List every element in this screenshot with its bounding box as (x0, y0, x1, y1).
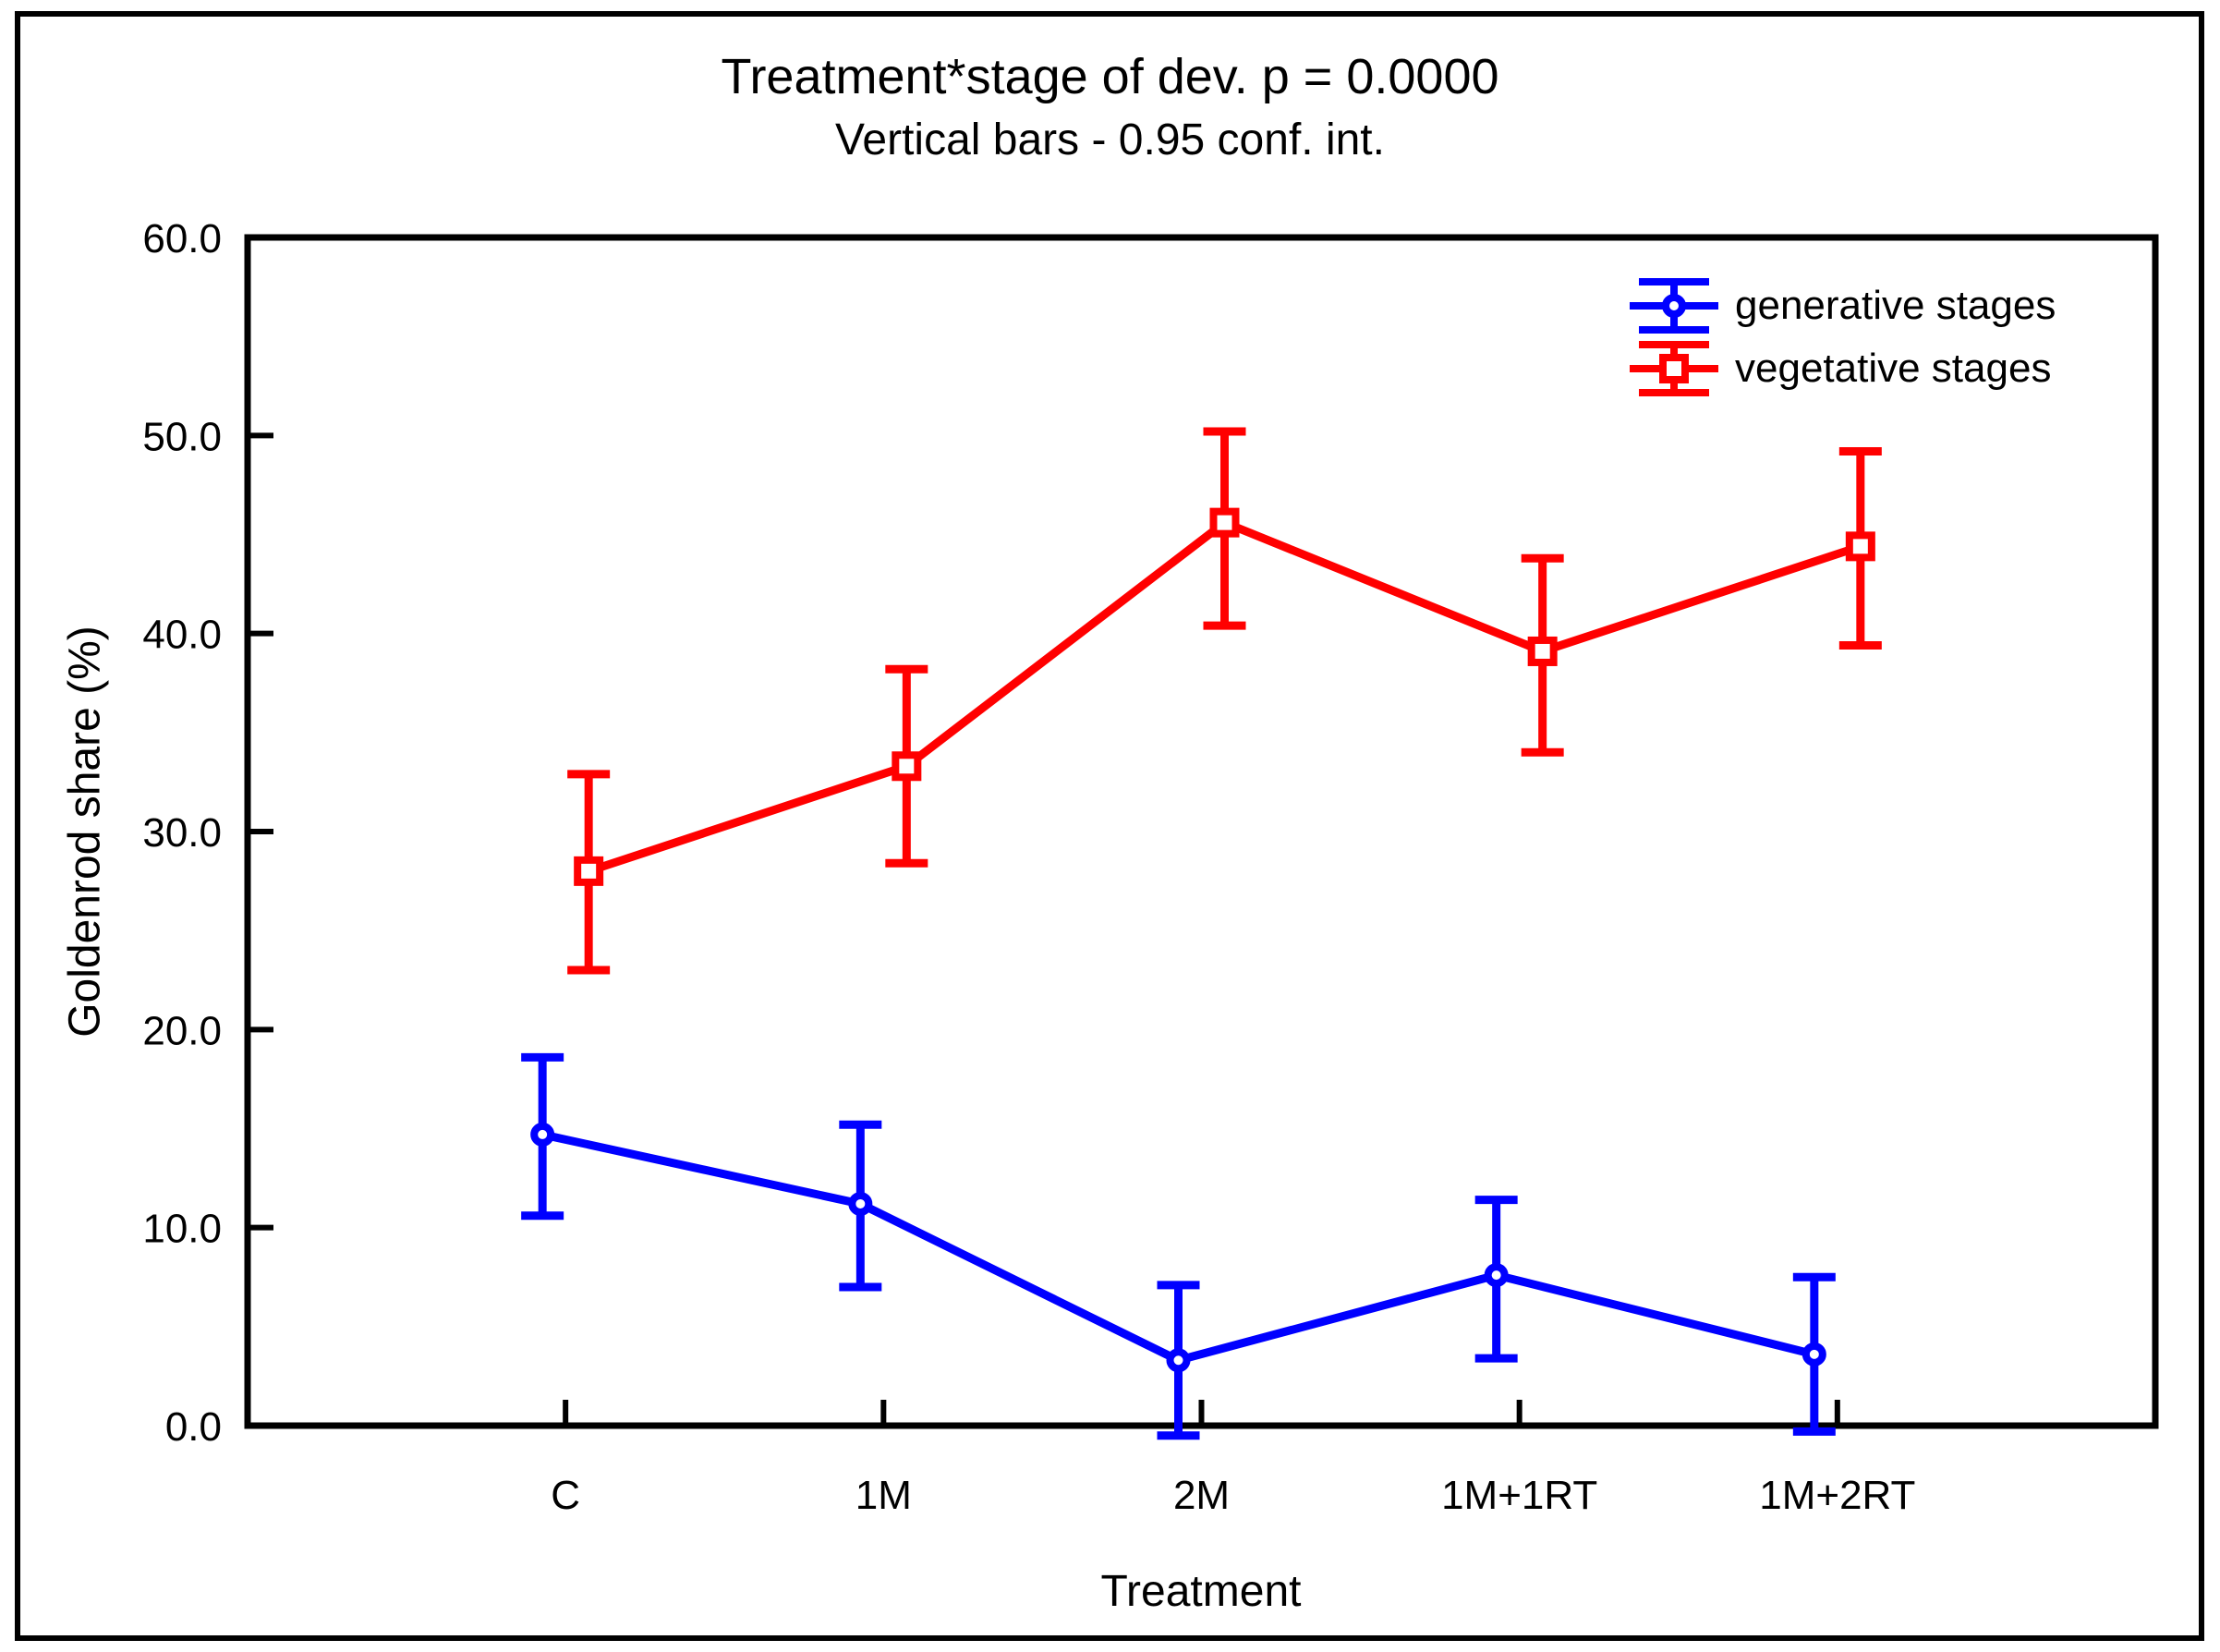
legend: generative stages vegetative stages (1630, 275, 2056, 399)
legend-row-generative: generative stages (1630, 275, 2056, 336)
marker-circle (1166, 1348, 1191, 1373)
marker-circle (848, 1191, 873, 1216)
y-tick-label: 20.0 (142, 1008, 222, 1053)
x-tick-label: 1M (855, 1473, 912, 1518)
x-tick-label: 1M+1RT (1441, 1473, 1597, 1518)
y-tick-label: 60.0 (142, 216, 222, 261)
marker-circle (1801, 1342, 1826, 1367)
marker-square (1209, 507, 1240, 538)
marker-circle (530, 1122, 555, 1147)
y-tick-label: 10.0 (142, 1207, 222, 1252)
plot-border (244, 234, 2159, 1429)
chart-subtitle: Vertical bars - 0.95 conf. int. (835, 115, 1385, 164)
marker-square (1845, 531, 1875, 562)
generative-series-symbol-icon (1630, 278, 1718, 334)
vegetative-series-symbol-icon (1630, 341, 1718, 396)
marker-circle (1484, 1263, 1509, 1288)
legend-label-vegetative: vegetative stages (1735, 346, 2052, 391)
marker-square (1527, 636, 1558, 666)
legend-label-generative: generative stages (1735, 283, 2056, 328)
y-tick-label: 50.0 (142, 414, 222, 459)
y-tick-label: 30.0 (142, 810, 222, 856)
marker-square (574, 856, 604, 886)
y-tick-label: 40.0 (142, 613, 222, 658)
legend-row-vegetative: vegetative stages (1630, 338, 2056, 399)
x-tick-label: 1M+2RT (1759, 1473, 1915, 1518)
x-tick-label: 2M (1173, 1473, 1230, 1518)
marker-square (892, 751, 922, 782)
x-tick-label: C (551, 1473, 580, 1518)
outer-frame (15, 11, 2204, 1641)
y-tick-label: 0.0 (165, 1404, 222, 1450)
legend-marker-square (1659, 354, 1689, 383)
legend-marker-circle (1662, 294, 1686, 318)
x-axis-title: Treatment (1100, 1567, 1302, 1616)
chart-title: Treatment*stage of dev. p = 0.0000 (721, 49, 1499, 104)
y-axis-title: Goldenrod share (%) (60, 626, 110, 1038)
